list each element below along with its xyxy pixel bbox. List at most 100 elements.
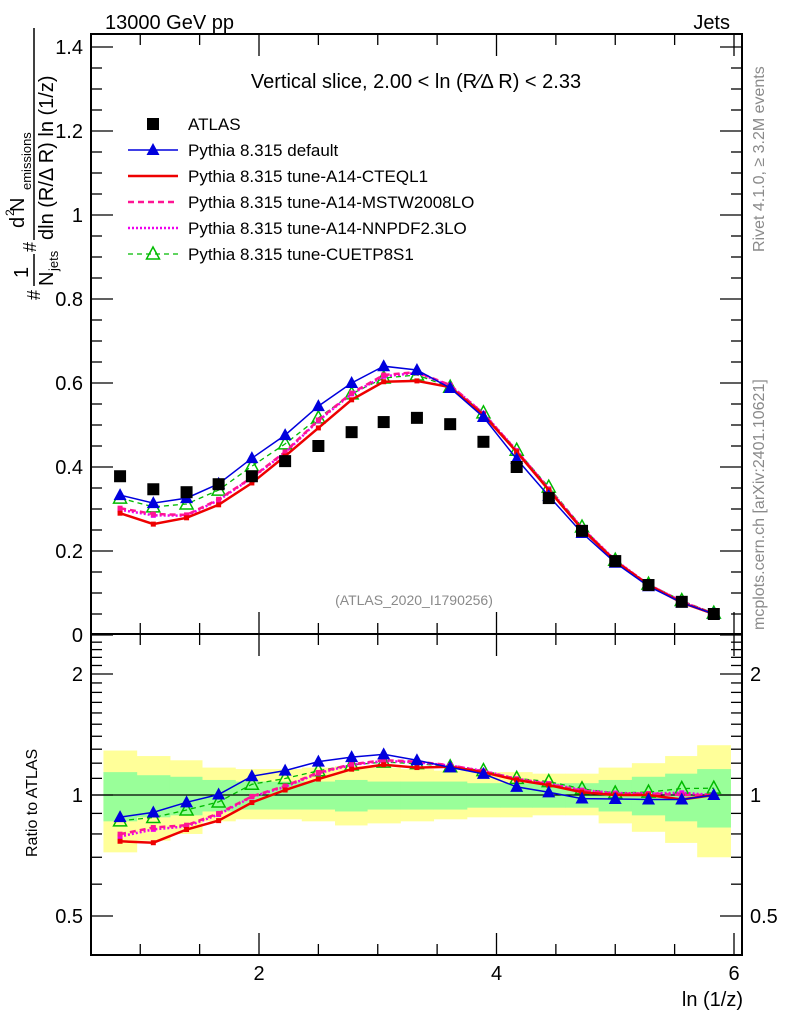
legend-label: Pythia 8.315 tune-A14-MSTW2008LO bbox=[188, 193, 474, 212]
data-point bbox=[113, 488, 127, 501]
ratio-point bbox=[249, 793, 255, 799]
ratio-y-tick-label-right: 2 bbox=[750, 664, 761, 686]
x-tick-label: 2 bbox=[253, 963, 264, 985]
ratio-point bbox=[117, 838, 123, 844]
ratio-point bbox=[414, 765, 420, 771]
ratio-y-tick-label-right: 1 bbox=[750, 785, 761, 807]
legend-marker-icon bbox=[146, 143, 160, 155]
data-point bbox=[114, 470, 127, 483]
y-tick-label: 0.8 bbox=[55, 289, 83, 311]
ratio-y-tick-label: 1 bbox=[72, 785, 83, 807]
ratio-point bbox=[575, 791, 589, 804]
legend-label: Pythia 8.315 default bbox=[188, 141, 339, 160]
data-point bbox=[477, 435, 490, 448]
ratio-point bbox=[377, 747, 391, 760]
data-point bbox=[377, 416, 390, 429]
ratio-point bbox=[381, 757, 387, 763]
data-point bbox=[642, 579, 655, 592]
ratio-point bbox=[216, 818, 222, 824]
ratio-point bbox=[642, 792, 655, 805]
y-tick-label: 0.2 bbox=[55, 541, 83, 563]
ratio-axis-ticks: 0.5 0.5 1 1 2 2 2 4 6 bbox=[55, 634, 778, 985]
data-point bbox=[349, 390, 355, 396]
main-y-axis-label: # 1 N jets # d 2 N emissions dln (R/Δ R)… bbox=[3, 28, 61, 300]
data-point bbox=[542, 492, 555, 505]
ratio-point bbox=[245, 769, 259, 782]
legend-entry: Pythia 8.315 tune-A14-MSTW2008LO bbox=[128, 193, 474, 212]
series-pythia-8-315-tune-a14-mstw2008lo bbox=[117, 369, 717, 617]
data-point bbox=[476, 410, 490, 423]
ratio-point bbox=[184, 822, 190, 828]
legend-marker-icon bbox=[145, 245, 161, 260]
y-tick-label: 1.4 bbox=[55, 37, 83, 59]
data-point bbox=[609, 555, 622, 568]
data-point bbox=[117, 510, 123, 516]
ylabel-frac1-den-sub: jets bbox=[46, 250, 61, 272]
data-point bbox=[245, 451, 259, 464]
data-point bbox=[707, 608, 720, 620]
data-point bbox=[184, 512, 190, 518]
ratio-series-pythia-8-315-default bbox=[113, 747, 721, 823]
ylabel-hash-1: # bbox=[24, 290, 44, 300]
ratio-point bbox=[150, 840, 156, 846]
y-tick-label: 0.6 bbox=[55, 373, 83, 395]
series-pythia-8-315-tune-cuetp8s1 bbox=[112, 366, 722, 619]
ylabel-frac2-num-n: N bbox=[7, 198, 29, 212]
ratio-point bbox=[278, 763, 292, 776]
mcplots-label: mcplots.cern.ch [arXiv:2401.10621] bbox=[751, 379, 768, 630]
data-point bbox=[282, 449, 288, 455]
ratio-point bbox=[315, 769, 321, 775]
data-point bbox=[245, 470, 258, 483]
legend: ATLAS Pythia 8.315 default Pythia 8.315 tu… bbox=[128, 115, 474, 264]
legend-entry: Pythia 8.315 tune-A14-NNPDF2.3LO bbox=[128, 219, 467, 238]
data-point bbox=[345, 376, 359, 388]
legend-label: Pythia 8.315 tune-CUETP8S1 bbox=[188, 245, 414, 264]
ratio-point bbox=[216, 810, 222, 816]
ratio-point bbox=[410, 753, 424, 766]
ratio-point bbox=[113, 810, 127, 823]
ratio-series-group bbox=[112, 747, 722, 846]
series-line bbox=[119, 371, 715, 616]
data-point bbox=[150, 521, 156, 527]
ratio-y-tick-label-right: 0.5 bbox=[750, 906, 778, 928]
data-point bbox=[311, 399, 325, 412]
ratio-point bbox=[244, 775, 260, 791]
ylabel-frac1-num: 1 bbox=[11, 267, 33, 278]
data-point bbox=[410, 411, 423, 424]
data-point bbox=[381, 379, 387, 385]
ratio-point bbox=[212, 787, 226, 800]
data-point bbox=[180, 486, 193, 499]
legend-entry: Pythia 8.315 tune-CUETP8S1 bbox=[128, 245, 414, 264]
main-axis-ticks: 0 0.2 0.4 0.6 0.8 1 1.2 1.4 bbox=[55, 34, 742, 647]
data-point bbox=[146, 496, 160, 509]
ratio-point bbox=[349, 766, 355, 772]
ylabel-frac2-num-sub: emissions bbox=[19, 132, 34, 190]
ratio-point bbox=[443, 760, 457, 773]
ratio-point bbox=[180, 795, 194, 808]
data-point bbox=[576, 524, 588, 537]
ylabel-frac2-num-sup: 2 bbox=[3, 209, 17, 216]
data-point bbox=[147, 483, 160, 496]
series-pythia-8-315-tune-a14-nnpdf2-3lo bbox=[117, 370, 717, 617]
data-point bbox=[345, 426, 358, 439]
plot-title: Vertical slice, 2.00 < ln (R∕Δ R) < 2.33 bbox=[251, 71, 581, 93]
ratio-y-axis-label: Ratio to ATLAS bbox=[24, 749, 41, 857]
ratio-panel: 0.5 0.5 1 1 2 2 2 4 6 Ratio to ATLAS ln (1/z) bbox=[24, 633, 778, 1011]
legend-entry: Pythia 8.315 tune-A14-CTEQL1 bbox=[128, 167, 428, 186]
data-point bbox=[443, 381, 457, 394]
data-point bbox=[414, 378, 420, 384]
data-point bbox=[277, 435, 293, 450]
data-point bbox=[675, 595, 688, 608]
x-axis-label: ln (1/z) bbox=[682, 989, 743, 1011]
y-tick-label: 0 bbox=[72, 625, 83, 647]
data-point bbox=[312, 440, 325, 452]
ratio-frame bbox=[90, 633, 743, 956]
ratio-point bbox=[282, 787, 288, 793]
data-point bbox=[184, 515, 190, 521]
ylabel-frac1-den: N bbox=[36, 272, 58, 286]
ylabel-frac2-num-d: d bbox=[7, 217, 29, 228]
data-point bbox=[150, 511, 156, 517]
ratio-point bbox=[510, 779, 524, 792]
series-line bbox=[119, 374, 715, 614]
x-tick-label: 6 bbox=[728, 963, 739, 985]
